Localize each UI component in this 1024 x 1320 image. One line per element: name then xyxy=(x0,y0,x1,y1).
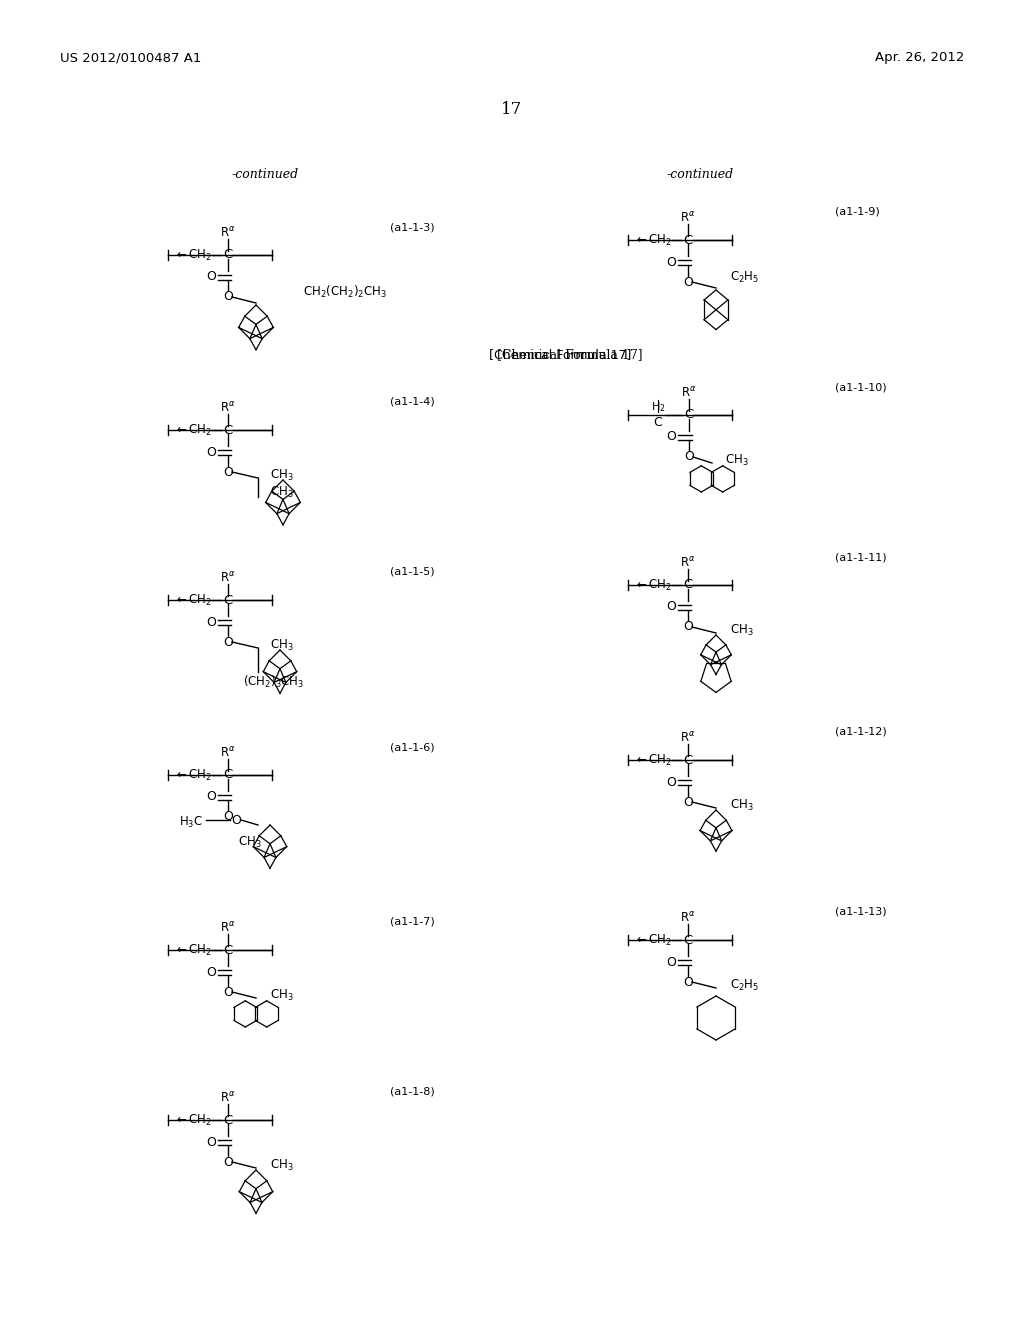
Text: O: O xyxy=(206,791,216,804)
Text: (a1-1-5): (a1-1-5) xyxy=(390,568,434,577)
Text: O: O xyxy=(206,615,216,628)
Text: O: O xyxy=(223,466,232,479)
Text: O: O xyxy=(223,635,232,648)
Text: [Chemical Formula 17]: [Chemical Formula 17] xyxy=(498,348,643,362)
Text: CH$_3$: CH$_3$ xyxy=(270,638,294,652)
Text: O: O xyxy=(206,1135,216,1148)
Text: C$_2$H$_5$: C$_2$H$_5$ xyxy=(730,977,760,993)
Text: O: O xyxy=(683,975,693,989)
Text: R$^{\alpha}$: R$^{\alpha}$ xyxy=(220,226,236,240)
Text: C: C xyxy=(683,754,692,767)
Text: O: O xyxy=(206,446,216,458)
Text: O: O xyxy=(206,965,216,978)
Text: CH$_3$: CH$_3$ xyxy=(238,834,262,850)
Text: O: O xyxy=(683,620,693,634)
Text: C$_2$H$_5$: C$_2$H$_5$ xyxy=(730,269,760,285)
Text: H$_2$: H$_2$ xyxy=(650,400,666,414)
Text: C: C xyxy=(653,417,663,429)
Text: CH$_3$: CH$_3$ xyxy=(270,987,294,1003)
Text: (a1-1-9): (a1-1-9) xyxy=(835,207,880,216)
Text: C: C xyxy=(223,944,232,957)
Text: R$^{\alpha}$: R$^{\alpha}$ xyxy=(680,211,695,224)
Text: O: O xyxy=(206,271,216,284)
Text: H$_3$C: H$_3$C xyxy=(179,814,203,829)
Text: (a1-1-12): (a1-1-12) xyxy=(835,727,887,737)
Text: O: O xyxy=(231,813,241,826)
Text: C: C xyxy=(223,768,232,781)
Text: C: C xyxy=(223,1114,232,1126)
Text: [Chemical Formula 17]: [Chemical Formula 17] xyxy=(488,348,631,362)
Text: O: O xyxy=(666,776,676,788)
Text: O: O xyxy=(684,450,694,463)
Text: CH$_3$: CH$_3$ xyxy=(270,484,294,499)
Text: $\leftarrow$CH$_2$: $\leftarrow$CH$_2$ xyxy=(174,422,212,437)
Text: $\leftarrow$CH$_2$: $\leftarrow$CH$_2$ xyxy=(174,247,212,263)
Text: R$^{\alpha}$: R$^{\alpha}$ xyxy=(680,556,695,570)
Text: C: C xyxy=(683,578,692,591)
Text: (a1-1-6): (a1-1-6) xyxy=(390,742,434,752)
Text: (a1-1-11): (a1-1-11) xyxy=(835,552,887,562)
Text: R$^{\alpha}$: R$^{\alpha}$ xyxy=(220,746,236,760)
Text: $\leftarrow$CH$_2$: $\leftarrow$CH$_2$ xyxy=(174,593,212,607)
Text: CH$_3$: CH$_3$ xyxy=(270,1158,294,1172)
Text: Apr. 26, 2012: Apr. 26, 2012 xyxy=(874,51,964,65)
Text: CH$_3$: CH$_3$ xyxy=(270,467,294,483)
Text: O: O xyxy=(683,796,693,808)
Text: $\leftarrow$CH$_2$: $\leftarrow$CH$_2$ xyxy=(174,1113,212,1127)
Text: O: O xyxy=(223,810,232,824)
Text: -continued: -continued xyxy=(667,169,733,181)
Text: CH$_2$(CH$_2$)$_2$CH$_3$: CH$_2$(CH$_2$)$_2$CH$_3$ xyxy=(303,284,387,300)
Text: C: C xyxy=(683,234,692,247)
Text: (CH$_2$)$_3$CH$_3$: (CH$_2$)$_3$CH$_3$ xyxy=(243,675,304,690)
Text: C: C xyxy=(683,933,692,946)
Text: CH$_3$: CH$_3$ xyxy=(730,623,754,638)
Text: -continued: -continued xyxy=(231,169,299,181)
Text: (a1-1-8): (a1-1-8) xyxy=(390,1086,435,1097)
Text: O: O xyxy=(223,290,232,304)
Text: $\leftarrow$CH$_2$: $\leftarrow$CH$_2$ xyxy=(634,577,672,593)
Text: R$^{\alpha}$: R$^{\alpha}$ xyxy=(220,401,236,414)
Text: CH$_3$: CH$_3$ xyxy=(725,453,749,467)
Text: (a1-1-13): (a1-1-13) xyxy=(835,907,887,917)
Text: R$^{\alpha}$: R$^{\alpha}$ xyxy=(681,385,696,400)
Text: $\leftarrow$CH$_2$: $\leftarrow$CH$_2$ xyxy=(634,232,672,248)
Text: C: C xyxy=(223,594,232,606)
Text: (a1-1-10): (a1-1-10) xyxy=(835,381,887,392)
Text: (a1-1-3): (a1-1-3) xyxy=(390,222,434,232)
Text: R$^{\alpha}$: R$^{\alpha}$ xyxy=(220,1092,236,1105)
Text: $\leftarrow$CH$_2$: $\leftarrow$CH$_2$ xyxy=(634,752,672,767)
Text: 17: 17 xyxy=(502,102,522,119)
Text: $\leftarrow$CH$_2$: $\leftarrow$CH$_2$ xyxy=(634,932,672,948)
Text: R$^{\alpha}$: R$^{\alpha}$ xyxy=(680,911,695,925)
Text: (a1-1-7): (a1-1-7) xyxy=(390,917,435,927)
Text: CH$_3$: CH$_3$ xyxy=(730,797,754,813)
Text: O: O xyxy=(683,276,693,289)
Text: C: C xyxy=(684,408,693,421)
Text: O: O xyxy=(223,986,232,998)
Text: C: C xyxy=(223,248,232,261)
Text: R$^{\alpha}$: R$^{\alpha}$ xyxy=(220,921,236,935)
Text: O: O xyxy=(666,256,676,268)
Text: C: C xyxy=(223,424,232,437)
Text: O: O xyxy=(666,430,676,444)
Text: R$^{\alpha}$: R$^{\alpha}$ xyxy=(680,731,695,744)
Text: R$^{\alpha}$: R$^{\alpha}$ xyxy=(220,572,236,585)
Text: US 2012/0100487 A1: US 2012/0100487 A1 xyxy=(60,51,202,65)
Text: (a1-1-4): (a1-1-4) xyxy=(390,397,435,407)
Text: O: O xyxy=(666,601,676,614)
Text: O: O xyxy=(223,1155,232,1168)
Text: O: O xyxy=(666,956,676,969)
Text: $\leftarrow$CH$_2$: $\leftarrow$CH$_2$ xyxy=(174,767,212,783)
Text: $\leftarrow$CH$_2$: $\leftarrow$CH$_2$ xyxy=(174,942,212,957)
